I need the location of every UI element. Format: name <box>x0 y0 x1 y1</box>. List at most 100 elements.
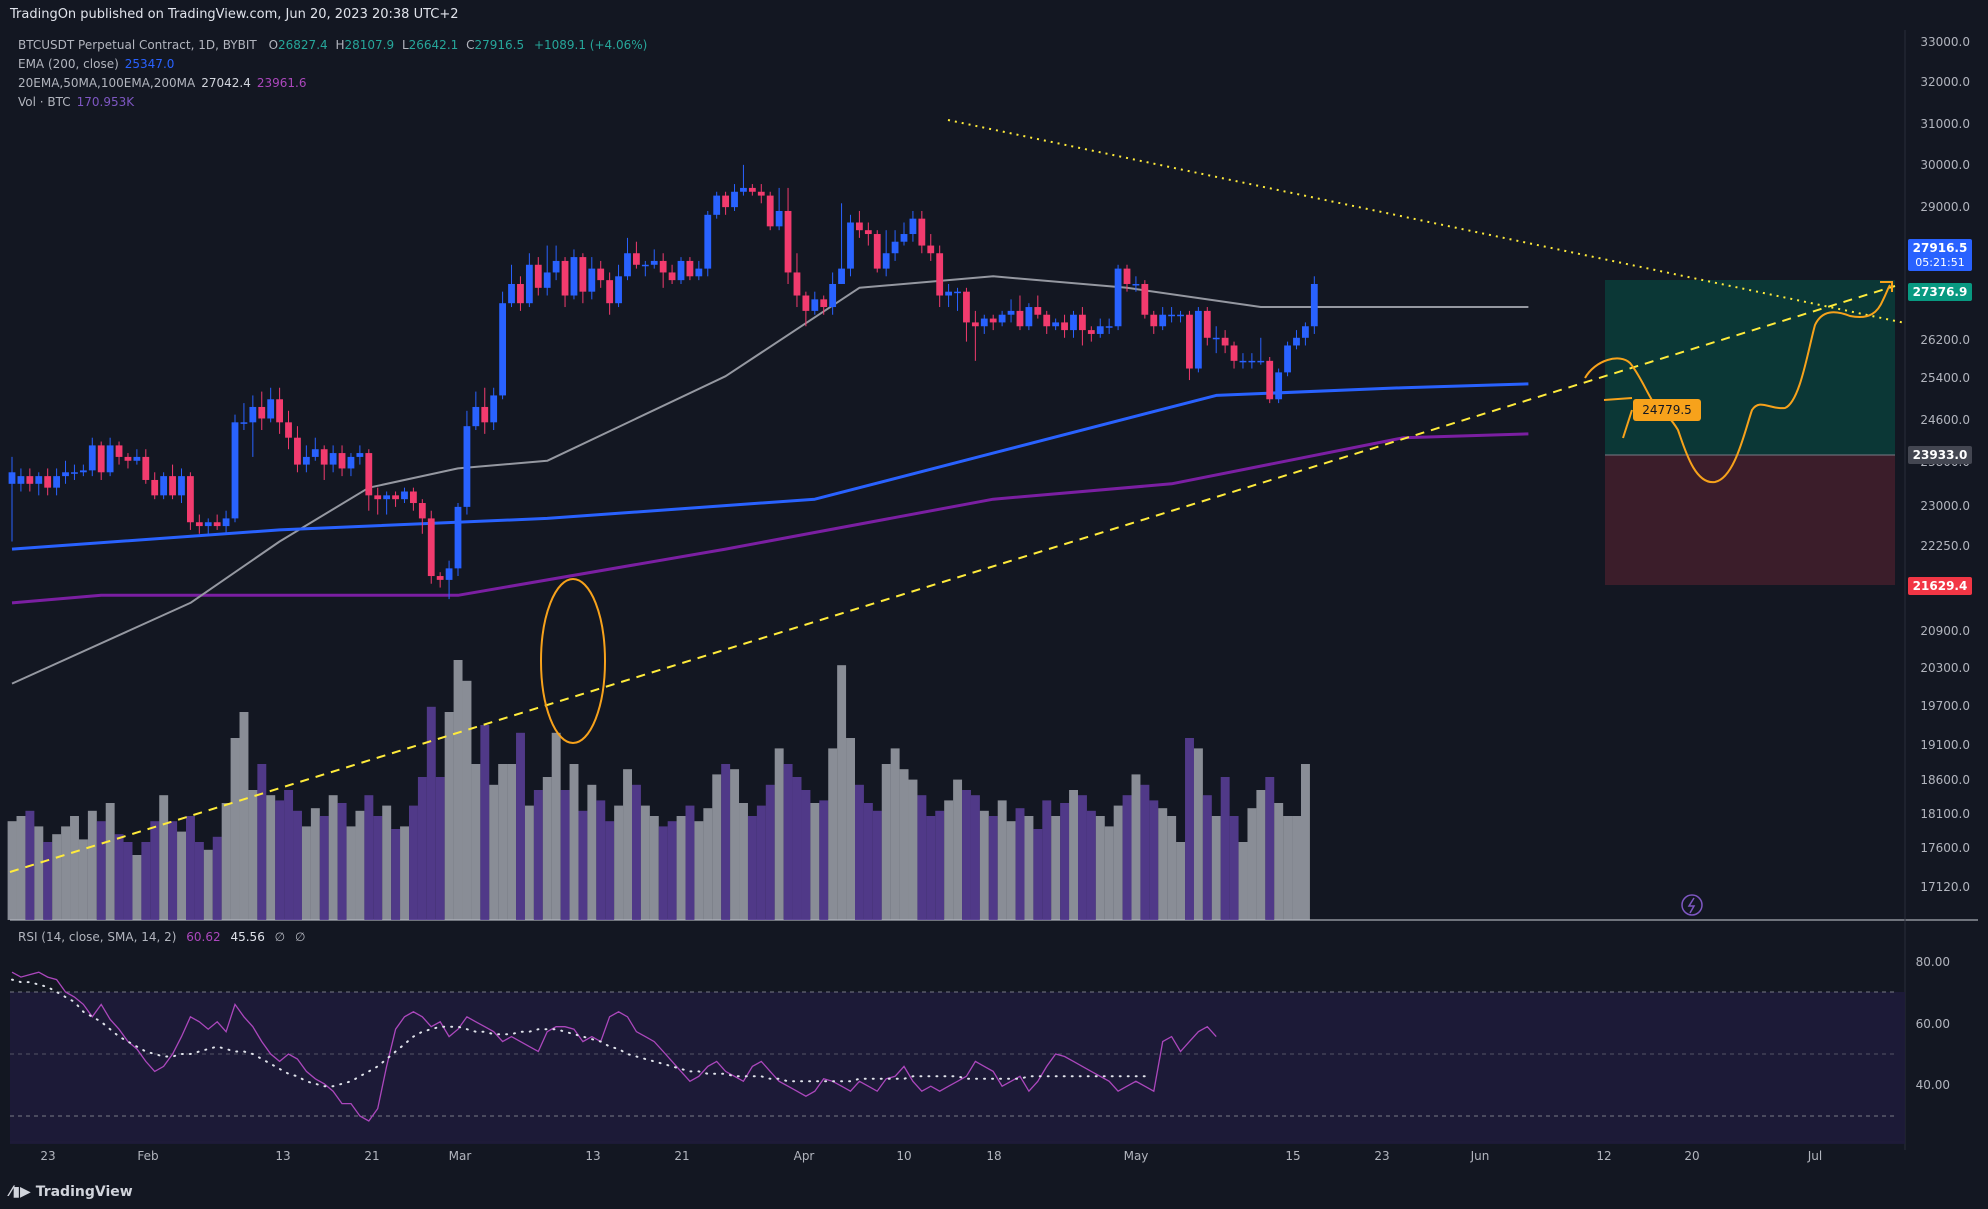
candle-body[interactable] <box>633 253 640 265</box>
candle-body[interactable] <box>436 576 444 580</box>
candle-body[interactable] <box>17 476 25 484</box>
candle-body[interactable] <box>374 495 382 500</box>
tradingview-logo-icon[interactable]: ⁄▮▶ TradingView <box>10 1184 133 1200</box>
candle-body[interactable] <box>151 479 159 496</box>
candle-body[interactable] <box>820 299 828 308</box>
candle-body[interactable] <box>864 230 872 235</box>
candle-body[interactable] <box>748 187 756 192</box>
candle-body[interactable] <box>552 260 560 273</box>
candle-body[interactable] <box>641 264 649 267</box>
candle-body[interactable] <box>115 445 123 457</box>
candle-body[interactable] <box>294 437 301 465</box>
candle-body[interactable] <box>570 257 578 296</box>
candle-body[interactable] <box>338 453 346 469</box>
candle-body[interactable] <box>499 303 506 396</box>
candle-body[interactable] <box>989 318 997 323</box>
candle-body[interactable] <box>757 191 765 196</box>
candle-body[interactable] <box>856 222 863 231</box>
legend-ema[interactable]: EMA (200, close) 25347.0 <box>18 57 175 71</box>
time-axis[interactable]: 23 Feb 13 21 Mar 13 21 Apr 10 18 May 15 23 Jun 12 20 Jul <box>40 1149 1822 1163</box>
candle-body[interactable] <box>106 445 114 473</box>
candle-body[interactable] <box>606 280 614 304</box>
candle-body[interactable] <box>1079 314 1086 331</box>
candle-body[interactable] <box>1105 326 1113 328</box>
candle-body[interactable] <box>276 399 283 423</box>
legend-volume[interactable]: Vol · BTC 170.953K <box>18 95 135 109</box>
candle-body[interactable] <box>525 264 533 304</box>
candle-body[interactable] <box>775 210 783 227</box>
candle-body[interactable] <box>838 268 845 284</box>
candle-body[interactable] <box>1132 283 1140 286</box>
candle-body[interactable] <box>882 253 890 269</box>
candle-body[interactable] <box>213 522 221 527</box>
price-annotation[interactable]: 24779.5 <box>1633 399 1701 421</box>
candle-body[interactable] <box>383 495 391 500</box>
candle-body[interactable] <box>1087 330 1095 334</box>
candle-body[interactable] <box>740 187 747 192</box>
candle-body[interactable] <box>53 476 60 488</box>
candle-body[interactable] <box>1177 314 1184 317</box>
candle-body[interactable] <box>900 234 908 242</box>
projection-path[interactable] <box>1584 284 1891 484</box>
candle-body[interactable] <box>445 568 453 580</box>
candle-body[interactable] <box>784 210 792 273</box>
candle-body[interactable] <box>481 406 489 423</box>
candle-body[interactable] <box>1302 326 1309 338</box>
candle-body[interactable] <box>1150 314 1158 327</box>
candle-body[interactable] <box>704 214 712 269</box>
candle-body[interactable] <box>936 253 944 296</box>
candle-body[interactable] <box>891 241 899 254</box>
candle-body[interactable] <box>1016 310 1024 327</box>
candle-body[interactable] <box>365 453 373 496</box>
candle-body[interactable] <box>677 260 685 281</box>
candle-body[interactable] <box>561 260 569 296</box>
candle-body[interactable] <box>35 476 43 484</box>
candle-body[interactable] <box>811 299 819 311</box>
candle-body[interactable] <box>668 272 676 281</box>
candle-body[interactable] <box>659 260 667 273</box>
candle-body[interactable] <box>624 253 631 277</box>
candle-body[interactable] <box>1284 345 1291 373</box>
candle-body[interactable] <box>517 283 524 304</box>
candle-body[interactable] <box>713 195 721 215</box>
candle-body[interactable] <box>829 283 837 308</box>
candle-body[interactable] <box>909 218 917 235</box>
candle-body[interactable] <box>579 257 587 292</box>
candle-body[interactable] <box>802 295 810 311</box>
candle-body[interactable] <box>1194 310 1202 369</box>
candle-body[interactable] <box>731 191 738 208</box>
candle-body[interactable] <box>1310 283 1318 327</box>
candle-body[interactable] <box>1061 322 1068 331</box>
chart-svg[interactable]: 24779.5 33000.0 32000.0 31000.0 30000.0 2900… <box>0 30 1988 1172</box>
candle-body[interactable] <box>793 272 801 296</box>
candle-body[interactable] <box>1052 322 1060 327</box>
candle-body[interactable] <box>980 318 988 327</box>
candle-body[interactable] <box>1141 283 1149 315</box>
candle-body[interactable] <box>927 245 935 254</box>
candle-body[interactable] <box>1123 268 1131 284</box>
highlight-ellipse[interactable] <box>540 578 606 744</box>
legend-symbol-row[interactable]: BTCUSDT Perpetual Contract, 1D, BYBIT O2… <box>18 38 648 52</box>
candle-body[interactable] <box>204 522 212 527</box>
candle-body[interactable] <box>454 506 462 569</box>
lightning-icon[interactable] <box>1681 894 1703 916</box>
candle-body[interactable] <box>44 476 52 488</box>
rising-trendline[interactable] <box>9 285 1896 873</box>
candle-body[interactable] <box>1159 314 1167 327</box>
candle-body[interactable] <box>534 264 542 288</box>
candle-body[interactable] <box>187 476 194 523</box>
candle-body[interactable] <box>650 260 658 265</box>
candle-body[interactable] <box>329 453 337 465</box>
candle-body[interactable] <box>998 314 1006 323</box>
candle-body[interactable] <box>1096 326 1104 334</box>
candle-body[interactable] <box>945 291 952 296</box>
candle-body[interactable] <box>1025 307 1033 327</box>
candle-body[interactable] <box>490 395 498 423</box>
chart-area[interactable]: 24779.5 33000.0 32000.0 31000.0 30000.0 2900… <box>0 30 1988 1172</box>
candle-body[interactable] <box>267 399 275 419</box>
candle-body[interactable] <box>302 456 310 465</box>
loss-zone[interactable] <box>1605 455 1895 585</box>
candle-body[interactable] <box>347 456 355 469</box>
candle-body[interactable] <box>1248 360 1256 363</box>
candle-body[interactable] <box>231 422 239 519</box>
